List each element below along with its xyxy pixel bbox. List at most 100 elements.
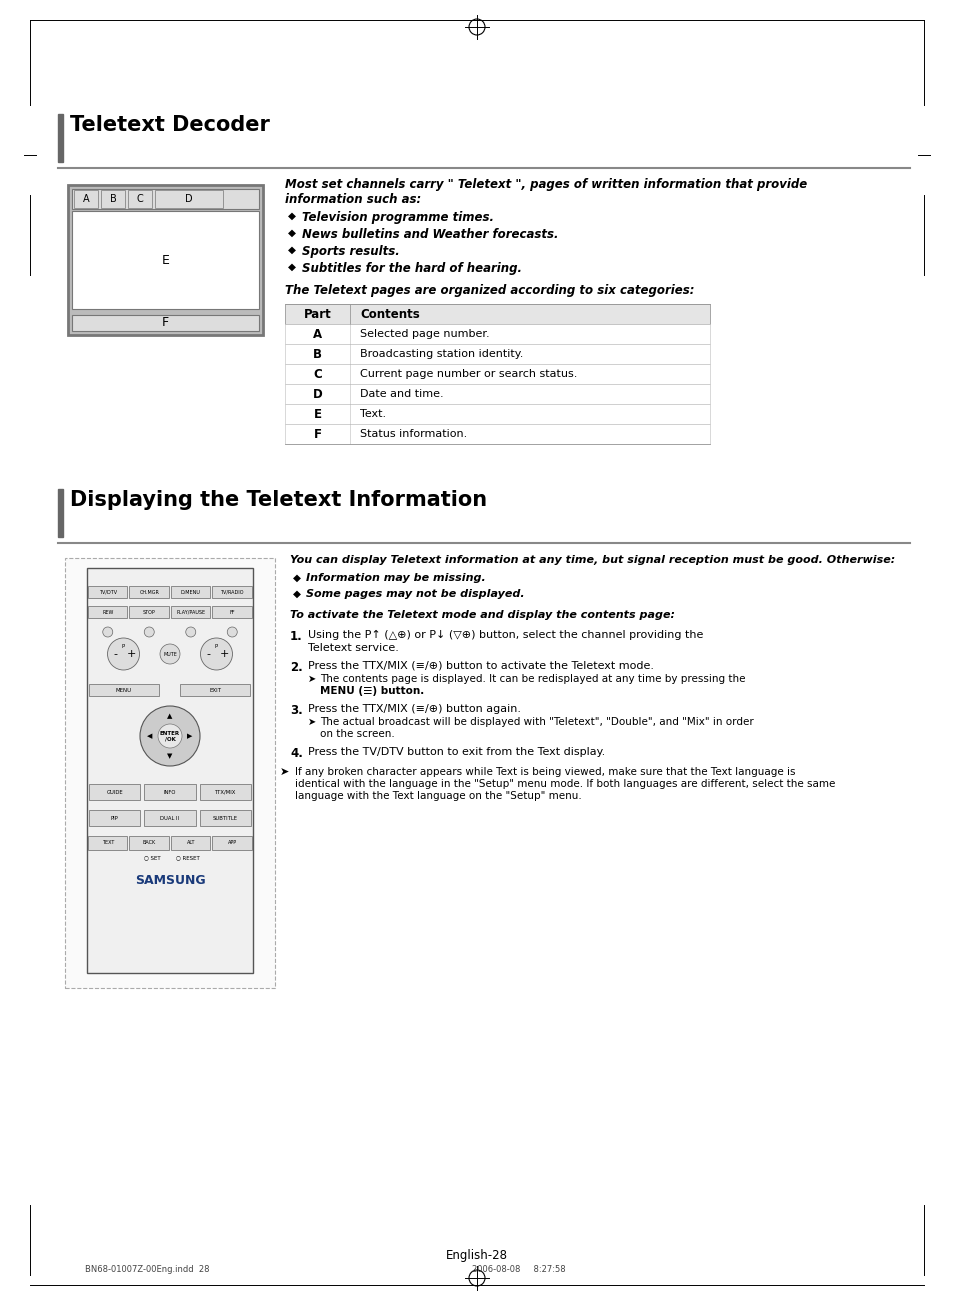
Text: Text.: Text. <box>359 408 386 419</box>
Text: CH.MGR: CH.MGR <box>139 590 159 595</box>
Text: EXIT: EXIT <box>209 688 221 693</box>
Text: F: F <box>314 428 321 441</box>
Text: B: B <box>110 194 116 204</box>
Text: ENTER
/OK: ENTER /OK <box>160 731 180 741</box>
Text: Teletext service.: Teletext service. <box>308 643 398 652</box>
Text: The actual broadcast will be displayed with "Teletext", "Double", and "Mix" in o: The actual broadcast will be displayed w… <box>319 716 753 727</box>
Text: identical with the language in the "Setup" menu mode. If both languages are diff: identical with the language in the "Setu… <box>294 779 835 790</box>
Text: Most set channels carry " Teletext ", pages of written information that provide: Most set channels carry " Teletext ", pa… <box>285 177 806 191</box>
Bar <box>285 304 709 324</box>
Bar <box>285 424 709 444</box>
Text: +: + <box>219 649 229 659</box>
Bar <box>285 405 709 424</box>
Bar <box>154 191 223 207</box>
Text: You can display Teletext information at any time, but signal reception must be g: You can display Teletext information at … <box>290 555 894 565</box>
Text: D: D <box>185 194 193 204</box>
Bar <box>144 784 195 800</box>
Text: Date and time.: Date and time. <box>359 389 443 399</box>
Text: If any broken character appears while Text is being viewed, make sure that the T: If any broken character appears while Te… <box>294 767 795 776</box>
Circle shape <box>200 638 233 669</box>
Text: -: - <box>206 649 211 659</box>
Text: ◆: ◆ <box>288 262 295 271</box>
Text: 1.: 1. <box>290 630 302 643</box>
Text: ◆: ◆ <box>293 589 301 599</box>
Text: 4.: 4. <box>290 746 302 760</box>
Text: TEXT: TEXT <box>101 840 113 846</box>
Circle shape <box>108 638 139 669</box>
Text: P: P <box>122 643 125 649</box>
Text: C: C <box>313 368 321 381</box>
Bar <box>65 559 274 988</box>
Circle shape <box>140 706 200 766</box>
Text: TV/DTV: TV/DTV <box>98 590 116 595</box>
Text: Contents: Contents <box>359 308 419 321</box>
Bar <box>130 586 169 598</box>
Text: MUTE: MUTE <box>163 651 176 656</box>
Bar <box>101 191 125 207</box>
Text: Subtitles for the hard of hearing.: Subtitles for the hard of hearing. <box>302 262 521 275</box>
Circle shape <box>103 626 112 637</box>
Text: Sports results.: Sports results. <box>302 245 399 258</box>
Bar <box>128 191 152 207</box>
Text: ▲: ▲ <box>167 713 172 719</box>
Text: To activate the Teletext mode and display the contents page:: To activate the Teletext mode and displa… <box>290 609 675 620</box>
Bar <box>71 189 258 209</box>
Text: ○ SET: ○ SET <box>144 856 160 860</box>
Text: Press the TTX/MIX (≡/⊕) button again.: Press the TTX/MIX (≡/⊕) button again. <box>308 703 520 714</box>
Text: ○ RESET: ○ RESET <box>176 856 200 860</box>
Circle shape <box>227 626 237 637</box>
Text: English-28: English-28 <box>446 1249 507 1262</box>
Text: C: C <box>136 194 143 204</box>
Bar <box>89 810 140 826</box>
Text: Some pages may not be displayed.: Some pages may not be displayed. <box>306 589 524 599</box>
Circle shape <box>160 643 180 664</box>
Text: INFO: INFO <box>164 790 176 795</box>
Bar <box>68 185 263 335</box>
Text: MENU: MENU <box>115 688 132 693</box>
Text: -: - <box>113 649 117 659</box>
Bar <box>285 384 709 405</box>
Text: PLAY/PAUSE: PLAY/PAUSE <box>176 609 205 615</box>
Text: REW: REW <box>102 609 113 615</box>
Text: The contents page is displayed. It can be redisplayed at any time by pressing th: The contents page is displayed. It can b… <box>319 673 744 684</box>
Text: ALT: ALT <box>186 840 194 846</box>
Text: ➤: ➤ <box>308 673 315 684</box>
Bar <box>144 810 195 826</box>
Circle shape <box>144 626 154 637</box>
Bar <box>213 606 252 619</box>
Text: TV/RADIO: TV/RADIO <box>220 590 244 595</box>
Circle shape <box>158 724 182 748</box>
Text: Displaying the Teletext Information: Displaying the Teletext Information <box>70 489 487 510</box>
Text: BN68-01007Z-00Eng.indd  28                                                      : BN68-01007Z-00Eng.indd 28 <box>85 1265 565 1274</box>
Bar <box>180 684 250 696</box>
Text: Selected page number.: Selected page number. <box>359 329 489 339</box>
Text: A: A <box>313 328 322 341</box>
Text: ◆: ◆ <box>288 211 295 221</box>
Text: Part: Part <box>303 308 331 321</box>
Bar <box>199 810 251 826</box>
Text: Teletext Decoder: Teletext Decoder <box>70 115 270 134</box>
Text: +: + <box>127 649 136 659</box>
Bar <box>171 586 211 598</box>
Text: ▶: ▶ <box>187 733 193 739</box>
Text: DUAL II: DUAL II <box>160 816 179 821</box>
Text: BACK: BACK <box>143 840 155 846</box>
Bar <box>87 568 253 974</box>
Text: ◆: ◆ <box>288 245 295 254</box>
Text: A: A <box>83 194 90 204</box>
Text: SUBTITLE: SUBTITLE <box>213 816 237 821</box>
Bar <box>285 324 709 345</box>
Text: Information may be missing.: Information may be missing. <box>306 573 485 583</box>
Text: E: E <box>314 407 321 420</box>
Bar <box>89 784 140 800</box>
Text: Using the P↑ (△⊕) or P↓ (▽⊕) button, select the channel providing the: Using the P↑ (△⊕) or P↓ (▽⊕) button, sel… <box>308 630 702 639</box>
Bar <box>71 211 258 309</box>
Bar <box>285 345 709 364</box>
Text: ▼: ▼ <box>167 753 172 760</box>
Text: Broadcasting station identity.: Broadcasting station identity. <box>359 348 523 359</box>
Text: GUIDE: GUIDE <box>106 790 123 795</box>
Text: ◆: ◆ <box>288 228 295 238</box>
Bar <box>171 837 211 850</box>
Text: Television programme times.: Television programme times. <box>302 211 494 224</box>
Text: STOP: STOP <box>143 609 155 615</box>
